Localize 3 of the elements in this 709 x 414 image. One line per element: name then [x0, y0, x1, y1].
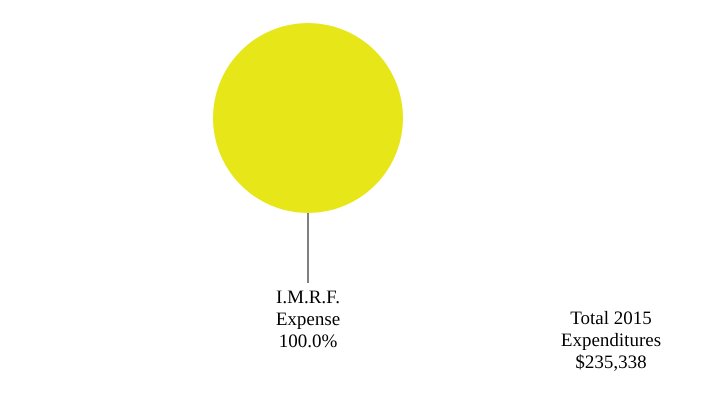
data-label: 100.0%: [278, 331, 338, 352]
text: Total 2015 Expenditures $235,338: [560, 308, 662, 374]
slice-label: I.M.R.F. Expense: [276, 287, 340, 330]
